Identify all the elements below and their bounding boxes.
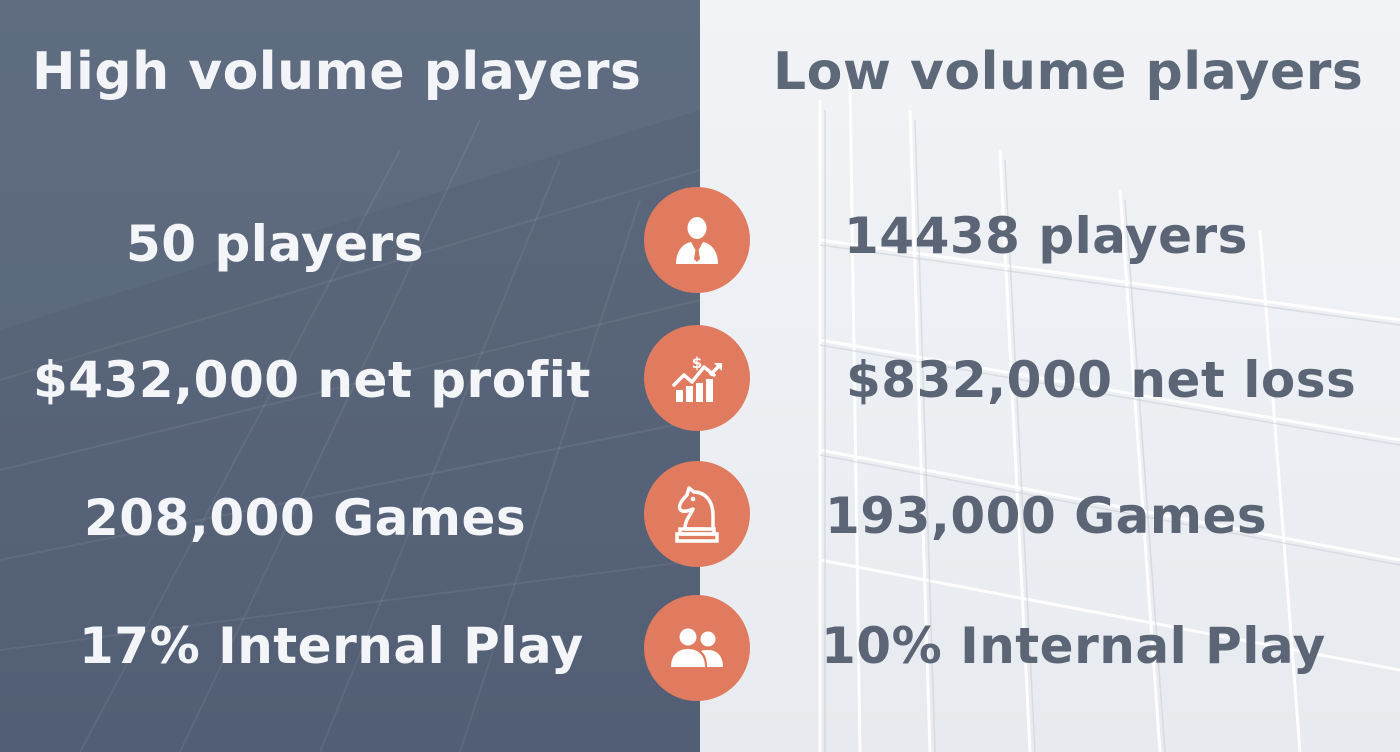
high-volume-internal-play: 17% Internal Play bbox=[79, 617, 584, 675]
money-growth-chart-icon: $ bbox=[672, 354, 722, 402]
chess-knight-icon bbox=[675, 486, 719, 543]
building-background-left bbox=[0, 110, 700, 752]
building-background-right bbox=[818, 79, 1400, 752]
high-volume-panel: High volume players 50 players $432,000 … bbox=[0, 0, 700, 752]
players-icon-badge bbox=[644, 187, 750, 293]
low-volume-title: Low volume players bbox=[773, 42, 1364, 102]
low-volume-players: 14438 players bbox=[844, 207, 1248, 265]
low-volume-internal-play: 10% Internal Play bbox=[821, 617, 1326, 675]
low-volume-panel: Low volume players 14438 players $832,00… bbox=[700, 0, 1400, 752]
high-volume-title: High volume players bbox=[32, 42, 642, 102]
svg-text:$: $ bbox=[692, 354, 702, 372]
games-icon-badge bbox=[644, 461, 750, 567]
businessman-icon bbox=[676, 217, 718, 264]
high-volume-games: 208,000 Games bbox=[84, 489, 527, 547]
users-group-icon bbox=[671, 628, 723, 667]
high-volume-players: 50 players bbox=[126, 215, 425, 273]
low-volume-games: 193,000 Games bbox=[825, 487, 1268, 545]
low-volume-loss: $832,000 net loss bbox=[846, 351, 1357, 409]
internal-play-icon-badge bbox=[644, 595, 750, 701]
profit-icon-badge: $ bbox=[644, 325, 750, 431]
high-volume-profit: $432,000 net profit bbox=[33, 351, 591, 409]
